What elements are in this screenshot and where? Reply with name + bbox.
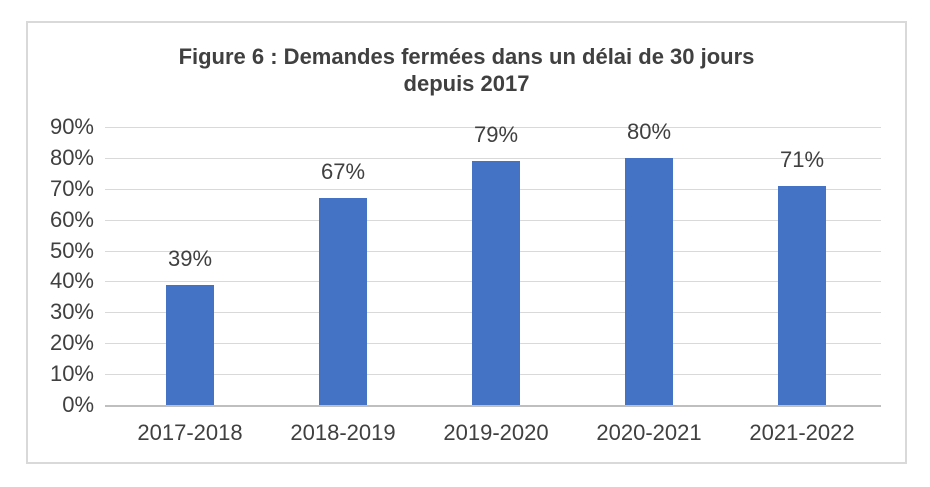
gridline-80% — [105, 157, 881, 159]
y-axis-tick-label: 20% — [49, 330, 94, 356]
y-axis-tick-label: 60% — [49, 206, 94, 232]
x-axis-category-label: 2019-2020 — [443, 420, 549, 445]
chart-frame: Figure 6 : Demandes fermées dans un déla… — [26, 21, 907, 464]
x-axis-category-label: 2020-2021 — [596, 420, 702, 445]
y-axis-tick-label: 80% — [49, 144, 94, 170]
bar-value-label: 80% — [626, 118, 672, 144]
bar-2019-2020 — [472, 160, 520, 405]
y-axis-tick-label: 70% — [49, 175, 94, 201]
chart-title-line-2: depuis 2017 — [403, 71, 530, 96]
chart-title-line-1: Figure 6 : Demandes fermées dans un déla… — [178, 44, 755, 69]
bar-2018-2019 — [319, 198, 367, 405]
x-axis-category-label: 2018-2019 — [290, 420, 396, 445]
gridline-90% — [105, 126, 881, 128]
bar-value-label: 79% — [473, 121, 519, 147]
x-axis-category-label: 2021-2022 — [749, 420, 855, 445]
x-axis-line — [105, 405, 881, 407]
chart-title: Figure 6 : Demandes fermées dans un déla… — [28, 43, 905, 97]
bar-2017-2018 — [166, 284, 214, 405]
y-axis-tick-label: 0% — [62, 392, 94, 417]
bar-2020-2021 — [625, 157, 673, 405]
y-axis-tick-label: 50% — [49, 237, 94, 263]
bar-value-label: 71% — [779, 146, 825, 172]
y-axis-tick-label: 10% — [49, 361, 94, 387]
x-axis-category-label: 2017-2018 — [137, 420, 243, 445]
y-axis-tick-label: 30% — [49, 299, 94, 325]
y-axis-tick-label: 40% — [49, 268, 94, 294]
bar-2021-2022 — [778, 185, 826, 405]
y-axis-tick-label: 90% — [49, 113, 94, 139]
bar-value-label: 67% — [320, 159, 366, 185]
bar-value-label: 39% — [167, 245, 213, 271]
